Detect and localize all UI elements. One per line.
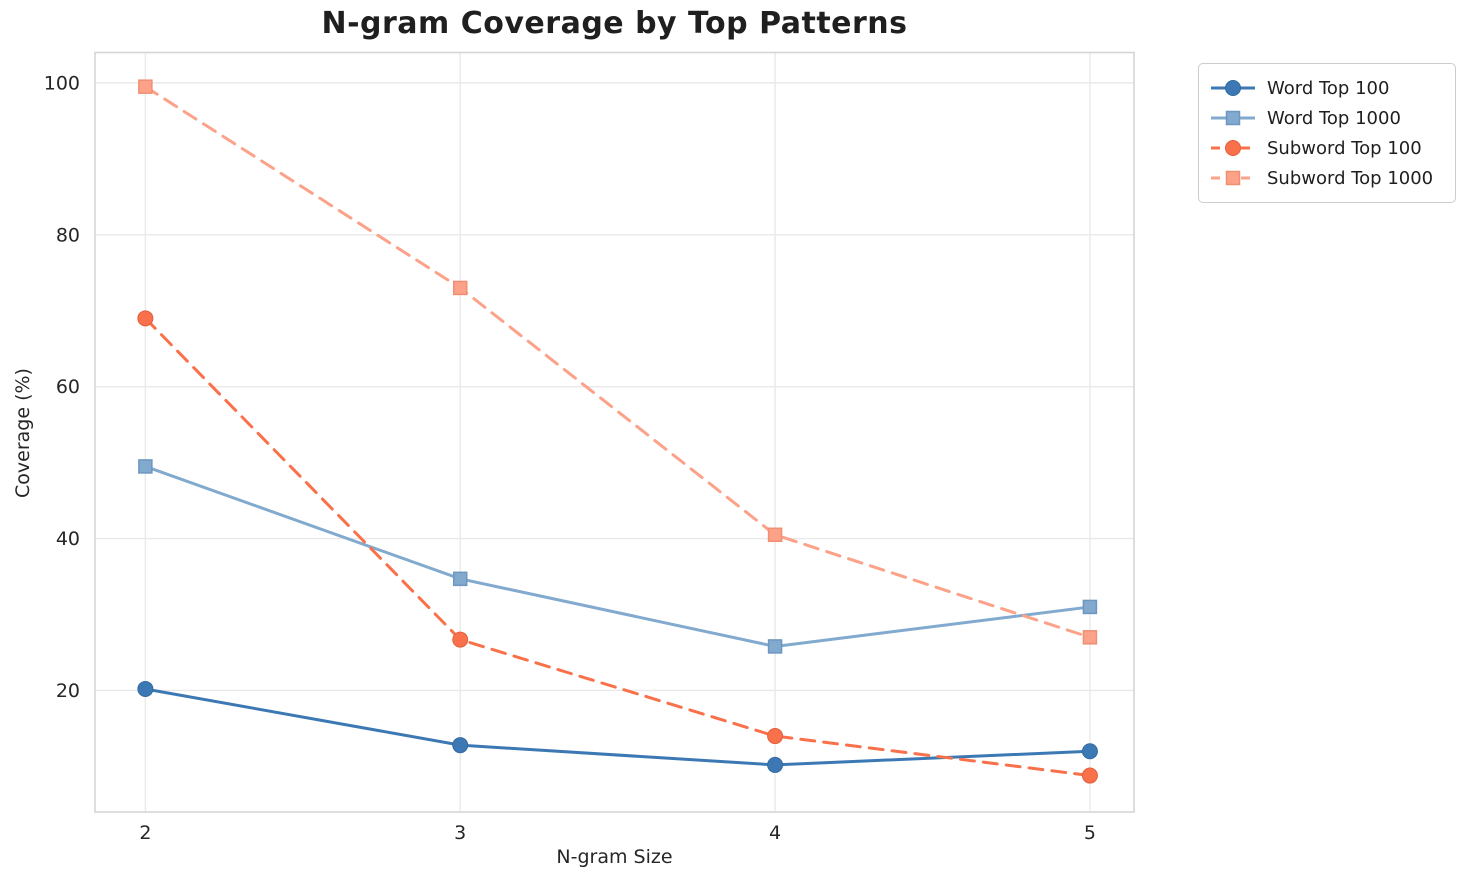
series-line: [143, 85, 1092, 639]
data-point-circle: [767, 728, 784, 745]
legend-solid-line-icon: [1211, 110, 1255, 126]
series-line: [143, 687, 1092, 767]
legend-solid-line-icon: [1211, 80, 1255, 96]
data-point-circle: [137, 310, 154, 327]
legend-item: Subword Top 1000: [1209, 163, 1443, 193]
plot-border: [94, 51, 1135, 813]
legend-item: Subword Top 100: [1209, 133, 1443, 163]
data-point-square: [138, 459, 153, 474]
square-marker-icon: [1225, 170, 1241, 186]
legend-label: Word Top 100: [1267, 77, 1390, 99]
legend-item: Word Top 100: [1209, 73, 1443, 103]
y-tick-label: 80: [56, 224, 80, 246]
data-point-square: [452, 280, 468, 296]
data-point-square: [767, 639, 783, 654]
data-point-circle: [452, 631, 469, 648]
data-point-square: [1082, 599, 1098, 615]
y-axis-label: Coverage (%): [12, 368, 34, 498]
data-point-circle: [1081, 767, 1098, 784]
y-tick-label: 40: [56, 528, 80, 550]
legend-dashed-line-icon: [1211, 140, 1255, 156]
y-tick-label: 100: [44, 72, 80, 94]
circle-marker-icon: [1225, 80, 1241, 96]
chart-title: N-gram Coverage by Top Patterns: [321, 6, 908, 41]
legend: Word Top 100 Word Top 1000 Subword Top 100…: [1198, 63, 1456, 203]
y-tick-label: 60: [56, 376, 80, 398]
data-point-circle: [452, 737, 469, 754]
circle-marker-icon: [1225, 140, 1241, 156]
legend-label: Word Top 1000: [1267, 107, 1401, 129]
data-point-circle: [767, 756, 784, 773]
legend-label: Subword Top 1000: [1267, 167, 1434, 189]
legend-dashed-line-icon: [1211, 170, 1255, 186]
data-point-square: [452, 571, 468, 587]
x-tick-label: 3: [454, 822, 466, 844]
legend-label: Subword Top 100: [1267, 137, 1422, 159]
legend-item: Word Top 1000: [1209, 103, 1443, 133]
x-axis-label: N-gram Size: [556, 846, 673, 868]
data-point-square: [767, 527, 783, 543]
x-tick-label: 2: [139, 822, 151, 844]
square-marker-icon: [1225, 110, 1241, 126]
y-tick-label: 20: [56, 680, 80, 702]
series-line: [143, 464, 1092, 648]
x-tick-label: 4: [769, 822, 781, 844]
data-point-circle: [137, 680, 154, 697]
data-point-square: [138, 79, 153, 94]
data-point-circle: [1081, 743, 1098, 760]
data-point-square: [1082, 630, 1098, 645]
x-tick-label: 5: [1084, 822, 1096, 844]
